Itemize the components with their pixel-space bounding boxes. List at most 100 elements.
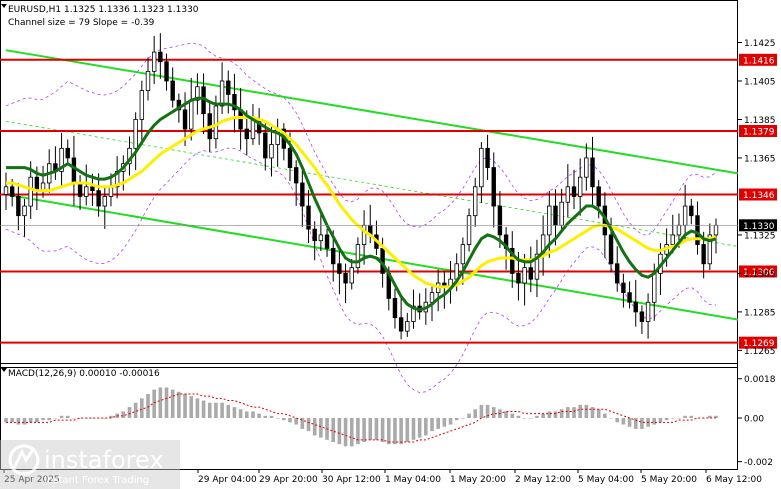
candle-body xyxy=(158,51,163,63)
candle-body xyxy=(189,99,194,130)
candle-body xyxy=(466,215,472,245)
macd-bar xyxy=(121,411,126,418)
candle-body xyxy=(28,176,33,207)
macd-bar xyxy=(251,411,255,418)
macd-bar xyxy=(65,415,70,418)
candle-body xyxy=(219,80,225,107)
candle-body xyxy=(713,224,719,236)
candle-body xyxy=(355,244,361,269)
candle-body xyxy=(3,186,9,195)
macd-bar xyxy=(510,413,515,418)
macd-bar xyxy=(461,418,465,419)
y-tick-label: 1.1265 xyxy=(744,347,776,357)
macd-bar xyxy=(578,404,582,418)
candle-body xyxy=(695,215,700,245)
macd-bar xyxy=(109,415,113,418)
macd-bar xyxy=(417,418,422,438)
macd-bar xyxy=(244,411,249,418)
macd-bar xyxy=(714,415,718,418)
macd-bar xyxy=(72,418,76,419)
macd-bar xyxy=(288,418,292,423)
candle-body xyxy=(34,176,40,192)
candle-body xyxy=(670,234,675,245)
level-label: 1.1416 xyxy=(743,56,775,66)
candle-body xyxy=(195,86,200,101)
macd-bar xyxy=(652,418,657,425)
candle-body xyxy=(479,147,484,188)
instaforex-watermark: instaforex Instant Forex Trading xyxy=(0,440,180,489)
level-label-bg xyxy=(739,53,777,66)
macd-bar xyxy=(158,387,163,418)
macd-bar xyxy=(362,418,366,442)
macd-bar xyxy=(16,418,21,425)
macd-bar xyxy=(28,418,33,423)
candle-body xyxy=(226,80,231,95)
macd-bar xyxy=(232,407,237,418)
macd-bar xyxy=(337,418,342,445)
macd-bar xyxy=(603,413,607,418)
macd-bar xyxy=(35,418,39,423)
candle-body xyxy=(528,267,533,280)
macd-bar xyxy=(448,418,453,425)
candle-body xyxy=(405,321,410,332)
candle-body xyxy=(213,105,219,140)
candle-body xyxy=(102,196,107,207)
dropdown-triangle-icon xyxy=(1,4,7,8)
candle-body xyxy=(349,267,354,284)
candle-body xyxy=(324,234,330,249)
macd-bar xyxy=(535,415,539,418)
macd-bar xyxy=(201,400,206,418)
candle-body xyxy=(164,61,169,82)
macd-bar xyxy=(590,407,595,418)
macd-bar xyxy=(393,418,397,445)
candle-body xyxy=(559,201,564,226)
macd-bar xyxy=(708,415,712,418)
watermark-tagline: Instant Forex Trading xyxy=(44,475,149,486)
macd-bar xyxy=(170,389,175,418)
candle-body xyxy=(596,186,601,207)
candle-body xyxy=(429,292,435,303)
candle-body xyxy=(343,273,348,284)
level-label: 1.1379 xyxy=(743,128,775,138)
candle-body xyxy=(250,119,256,140)
macd-bar xyxy=(127,407,132,418)
x-tick-label: 6 May 12:00 xyxy=(706,475,762,485)
macd-bar xyxy=(522,418,527,419)
x-tick-label: 29 Apr 04:00 xyxy=(198,475,257,485)
candle-body xyxy=(398,317,404,332)
macd-bar xyxy=(609,418,613,419)
macd-bar xyxy=(220,402,224,418)
macd-bar xyxy=(399,418,403,445)
macd-bar xyxy=(331,418,336,442)
macd-bar xyxy=(547,411,552,418)
macd-bar xyxy=(78,418,82,419)
macd-bar xyxy=(405,418,410,442)
macd-title: MACD(12,26,9) 0.00010 -0.00016 xyxy=(8,369,160,379)
macd-bar xyxy=(152,389,156,418)
macd-bar xyxy=(41,418,45,421)
channel-upper-line xyxy=(5,49,739,175)
macd-bar xyxy=(596,409,601,418)
candle-body xyxy=(96,190,101,207)
candle-body xyxy=(577,176,583,197)
macd-bar xyxy=(306,418,311,432)
candle-body xyxy=(615,263,620,284)
candle-body xyxy=(522,267,527,284)
macd-bar xyxy=(282,418,286,421)
macd-bar xyxy=(90,418,95,419)
macd-bar xyxy=(368,418,373,440)
level-label-bg xyxy=(739,188,777,201)
macd-bar xyxy=(183,394,187,418)
candle-body xyxy=(293,167,299,184)
macd-bar xyxy=(553,411,558,418)
candle-body xyxy=(151,51,157,72)
candle-body xyxy=(460,244,466,265)
macd-bar xyxy=(695,418,700,419)
candle-body xyxy=(707,234,713,265)
candle-body xyxy=(633,301,638,313)
macd-bar xyxy=(207,402,212,418)
macd-bar xyxy=(633,418,638,429)
macd-bar xyxy=(640,418,644,429)
macd-bar xyxy=(436,418,440,429)
candle-body xyxy=(701,244,706,265)
